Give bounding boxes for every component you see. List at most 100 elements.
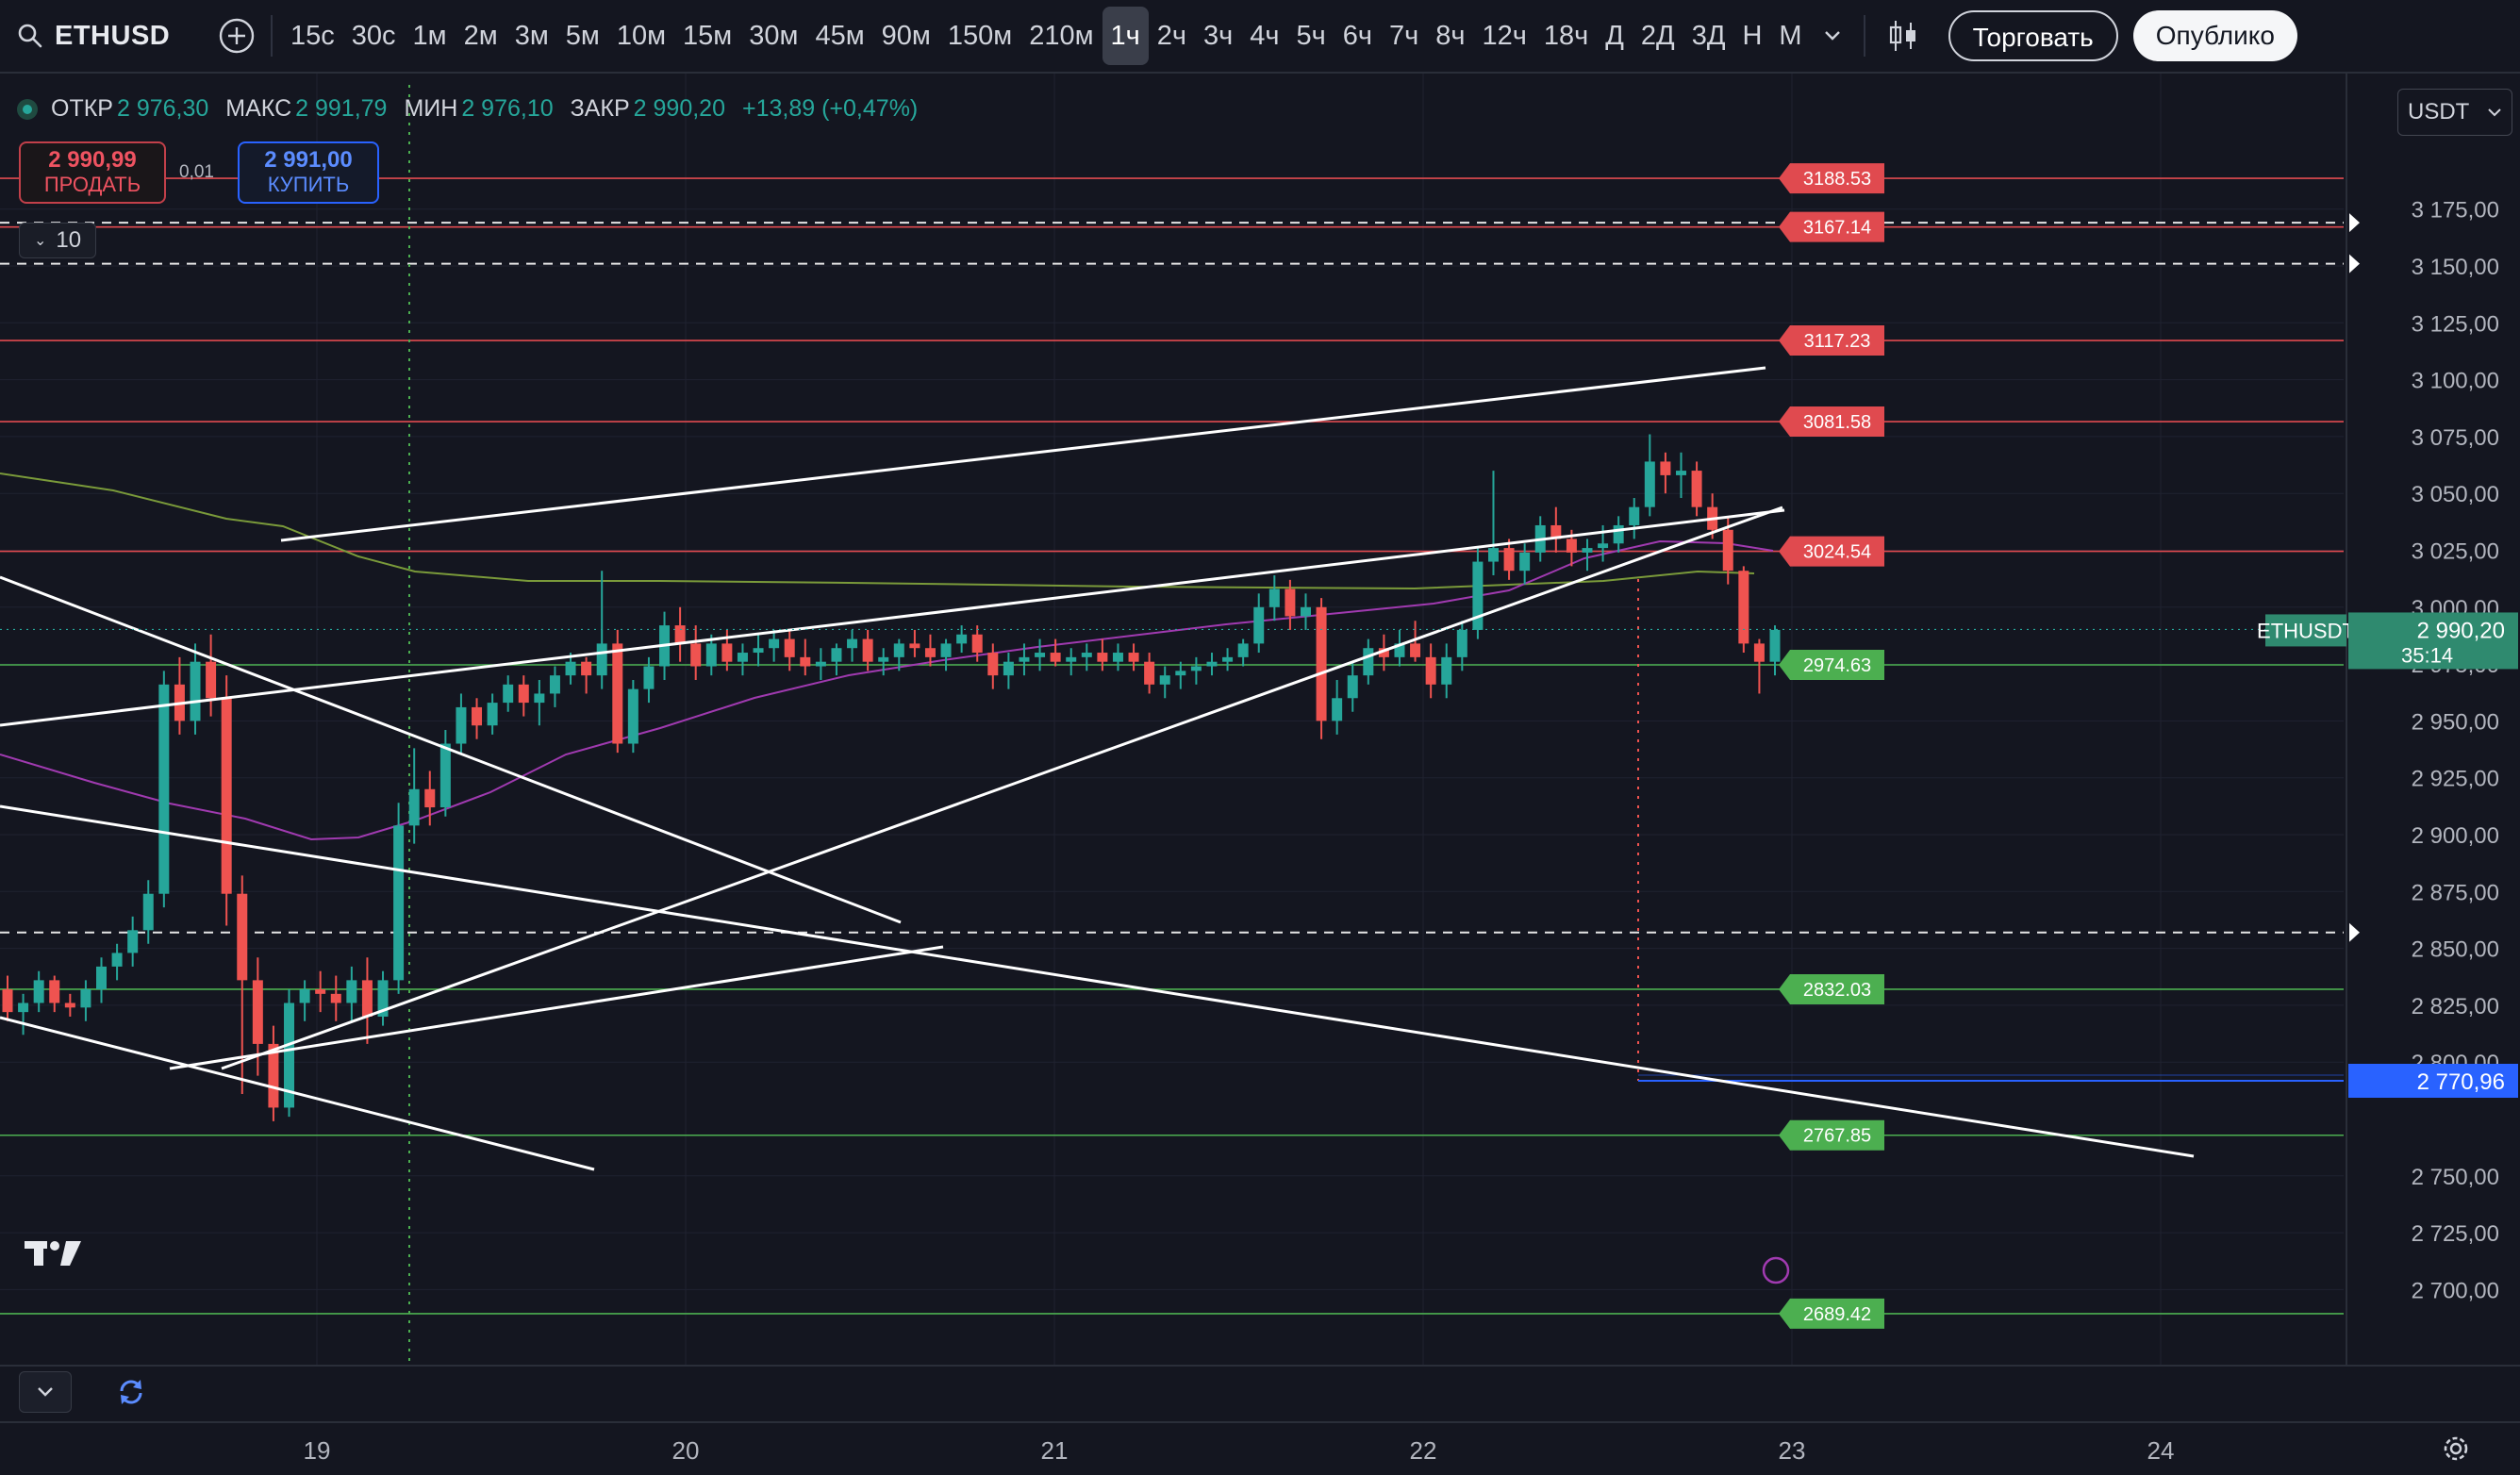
candle[interactable] [1487, 471, 1499, 576]
candle[interactable] [1441, 643, 1452, 699]
symbol-search[interactable]: ETHUSD [0, 21, 201, 52]
candle[interactable] [1363, 638, 1374, 685]
candle[interactable] [518, 675, 529, 717]
candle[interactable] [705, 634, 717, 676]
candle[interactable] [1237, 638, 1249, 667]
level-price-tag[interactable]: 2832.03 [1779, 973, 1884, 1004]
interval-10[interactable]: 90м [881, 21, 931, 51]
candle[interactable] [315, 970, 326, 1013]
candle[interactable] [1332, 679, 1343, 735]
candle[interactable] [439, 730, 451, 817]
candle[interactable] [472, 698, 483, 739]
candle[interactable] [643, 656, 655, 704]
candle[interactable] [408, 748, 420, 844]
volume-selector[interactable]: ⌄ 10 [19, 223, 96, 258]
candle[interactable] [393, 803, 405, 994]
interval-6[interactable]: 10м [616, 21, 667, 51]
level-price-tag[interactable]: 2767.85 [1779, 1119, 1884, 1151]
candle[interactable] [18, 993, 29, 1036]
candle[interactable] [1222, 648, 1234, 671]
interval-11[interactable]: 150м [947, 21, 1013, 51]
candle[interactable] [1081, 643, 1092, 671]
trendline[interactable] [0, 804, 2195, 1158]
candle[interactable] [96, 957, 108, 1003]
candle[interactable] [190, 643, 201, 735]
interval-19[interactable]: 7ч [1389, 21, 1419, 51]
interval-5[interactable]: 5м [565, 21, 600, 51]
candle[interactable] [1769, 625, 1781, 676]
candle[interactable] [815, 648, 826, 680]
candle[interactable] [299, 980, 310, 1021]
candle[interactable] [127, 916, 139, 967]
candle[interactable] [737, 643, 748, 676]
interval-21[interactable]: 12ч [1482, 21, 1527, 51]
candle[interactable] [878, 648, 889, 676]
candle[interactable] [1644, 434, 1655, 517]
candle[interactable] [800, 638, 811, 676]
level-price-tag[interactable]: 3188.53 [1779, 163, 1884, 194]
candle[interactable] [284, 989, 295, 1118]
candle[interactable] [1738, 566, 1749, 654]
chart-canvas[interactable]: 3 175,00 3 150,00 3 125,00 3 100,00 3 075,00… [0, 74, 2520, 1475]
candle[interactable] [377, 970, 389, 1026]
candle[interactable] [581, 656, 592, 694]
settings-gear-icon[interactable] [2439, 1432, 2473, 1466]
candle[interactable] [1316, 598, 1327, 739]
candle[interactable] [627, 679, 638, 754]
interval-27[interactable]: М [1779, 21, 1802, 51]
candle[interactable] [956, 625, 968, 654]
candle[interactable] [1206, 653, 1218, 676]
interval-8[interactable]: 30м [749, 21, 799, 51]
candle[interactable] [940, 638, 952, 671]
trendline[interactable] [221, 505, 1783, 1070]
candle[interactable] [142, 880, 154, 944]
moving-average-purple[interactable] [0, 539, 1774, 841]
buy-button[interactable]: 2 991,00 КУПИТЬ [238, 141, 379, 204]
candle[interactable] [674, 606, 686, 662]
interval-dropdown[interactable] [1811, 7, 1854, 65]
candle[interactable] [1472, 548, 1484, 639]
candle[interactable] [1066, 648, 1077, 676]
candle[interactable] [549, 666, 560, 707]
price-axis[interactable] [2346, 74, 2520, 1475]
trendline[interactable] [280, 366, 1766, 542]
candle[interactable] [158, 671, 170, 908]
candle[interactable] [893, 638, 904, 671]
candle[interactable] [49, 975, 60, 1013]
candle[interactable] [1629, 498, 1640, 539]
candle[interactable] [1410, 621, 1421, 662]
interval-22[interactable]: 18ч [1543, 21, 1589, 51]
interval-14[interactable]: 2ч [1156, 21, 1187, 51]
candle[interactable] [1112, 643, 1123, 671]
level-price-tag[interactable]: 3024.54 [1779, 536, 1884, 567]
interval-16[interactable]: 4ч [1250, 21, 1280, 51]
candle[interactable] [268, 1025, 279, 1121]
collapse-button[interactable] [19, 1371, 72, 1413]
candle[interactable] [1175, 661, 1186, 689]
refresh-button[interactable] [111, 1372, 151, 1412]
candle[interactable] [847, 629, 858, 662]
publish-button[interactable]: Опублико [2132, 10, 2297, 61]
candle[interactable] [1128, 643, 1139, 671]
level-price-tag[interactable]: 2689.42 [1779, 1298, 1884, 1329]
interval-26[interactable]: Н [1742, 21, 1763, 51]
candle[interactable] [909, 629, 920, 657]
candle[interactable] [503, 675, 514, 712]
interval-3[interactable]: 2м [463, 21, 498, 51]
interval-0[interactable]: 15с [290, 21, 335, 51]
time-axis[interactable] [0, 1366, 2520, 1475]
candle[interactable] [1097, 638, 1108, 671]
candle[interactable] [1347, 661, 1358, 712]
candle[interactable] [565, 653, 576, 685]
interval-25[interactable]: 3Д [1691, 21, 1726, 51]
interval-13[interactable]: 1ч [1102, 7, 1149, 65]
candle[interactable] [330, 975, 341, 1021]
candle[interactable] [424, 771, 436, 826]
candle[interactable] [784, 629, 795, 671]
candle[interactable] [1691, 461, 1702, 517]
candle[interactable] [1519, 543, 1531, 585]
candle[interactable] [1456, 621, 1467, 671]
candle[interactable] [1285, 579, 1296, 630]
candle[interactable] [753, 634, 764, 667]
currency-selector[interactable]: USDT [2397, 89, 2512, 136]
